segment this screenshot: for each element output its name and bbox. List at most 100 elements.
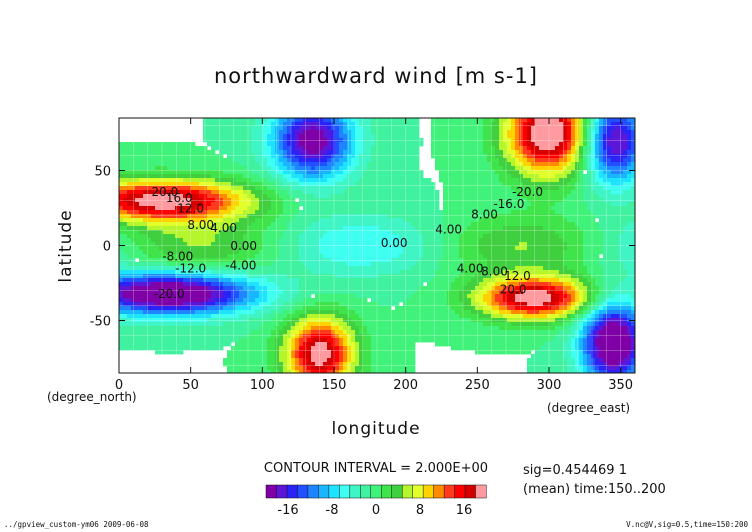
field-cell <box>179 182 184 187</box>
field-cell <box>267 138 272 143</box>
field-cell <box>143 318 148 323</box>
field-cell <box>179 330 184 335</box>
field-cell <box>395 302 400 307</box>
field-cell <box>307 358 312 363</box>
field-cell <box>407 126 412 131</box>
field-cell <box>127 162 132 167</box>
field-cell <box>415 302 420 307</box>
field-cell <box>171 326 176 331</box>
field-cell <box>211 258 216 263</box>
field-cell <box>307 330 312 335</box>
field-cell <box>343 122 348 127</box>
field-cell <box>259 354 264 359</box>
field-cell <box>387 130 392 135</box>
field-cell <box>387 238 392 243</box>
field-cell <box>263 230 268 235</box>
field-cell <box>251 342 256 347</box>
field-cell <box>451 282 456 287</box>
field-cell <box>427 282 432 287</box>
field-cell <box>191 174 196 179</box>
field-cell <box>183 274 188 279</box>
field-cell <box>275 218 280 223</box>
field-cell <box>191 274 196 279</box>
field-cell <box>263 278 268 283</box>
field-cell <box>171 314 176 319</box>
field-cell <box>139 202 144 207</box>
field-cell <box>419 302 424 307</box>
field-cell <box>183 338 188 343</box>
field-cell <box>291 270 296 275</box>
field-cell <box>291 174 296 179</box>
field-cell <box>243 354 248 359</box>
field-cell <box>307 310 312 315</box>
field-cell <box>331 206 336 211</box>
field-cell <box>323 366 328 371</box>
field-cell <box>403 142 408 147</box>
field-cell <box>155 286 160 291</box>
field-cell <box>335 338 340 343</box>
field-cell <box>287 322 292 327</box>
field-cell <box>383 334 388 339</box>
field-cell <box>427 326 432 331</box>
field-cell <box>167 198 172 203</box>
field-cell <box>319 242 324 247</box>
field-cell <box>155 326 160 331</box>
field-cell <box>195 326 200 331</box>
field-cell <box>227 298 232 303</box>
field-cell <box>287 166 292 171</box>
field-cell <box>435 154 440 159</box>
field-cell <box>175 342 180 347</box>
field-cell <box>207 190 212 195</box>
field-cell <box>295 130 300 135</box>
field-cell <box>215 326 220 331</box>
field-cell <box>231 278 236 283</box>
field-cell <box>295 334 300 339</box>
field-cell <box>291 322 296 327</box>
field-cell <box>455 230 460 235</box>
field-cell <box>171 334 176 339</box>
field-cell <box>315 266 320 271</box>
field-cell <box>223 210 228 215</box>
field-cell <box>363 162 368 167</box>
field-cell <box>279 286 284 291</box>
field-cell <box>171 218 176 223</box>
field-cell <box>151 222 156 227</box>
field-cell <box>439 286 444 291</box>
field-cell <box>391 214 396 219</box>
field-cell <box>359 222 364 227</box>
field-cell <box>331 366 336 371</box>
field-cell <box>171 242 176 247</box>
field-cell <box>267 230 272 235</box>
field-cell <box>267 246 272 251</box>
field-cell <box>163 158 168 163</box>
field-cell <box>383 174 388 179</box>
field-cell <box>291 166 296 171</box>
field-cell <box>167 146 172 151</box>
field-cell <box>299 310 304 315</box>
field-cell <box>191 186 196 191</box>
field-cell <box>387 338 392 343</box>
field-cell <box>191 150 196 155</box>
field-cell <box>279 294 284 299</box>
field-cell <box>351 366 356 371</box>
field-cell <box>415 190 420 195</box>
field-cell <box>355 134 360 139</box>
field-cell <box>323 198 328 203</box>
field-cell <box>383 138 388 143</box>
field-cell <box>223 166 228 171</box>
field-cell <box>139 270 144 275</box>
field-cell <box>311 338 316 343</box>
field-cell <box>227 234 232 239</box>
field-cell <box>279 266 284 271</box>
field-cell <box>439 146 444 151</box>
field-cell <box>231 338 236 343</box>
field-cell <box>379 198 384 203</box>
field-cell <box>207 338 212 343</box>
field-cell <box>411 154 416 159</box>
field-cell <box>383 306 388 311</box>
field-cell <box>379 354 384 359</box>
field-cell <box>123 338 128 343</box>
field-cell <box>319 206 324 211</box>
field-cell <box>235 186 240 191</box>
field-cell <box>259 318 264 323</box>
